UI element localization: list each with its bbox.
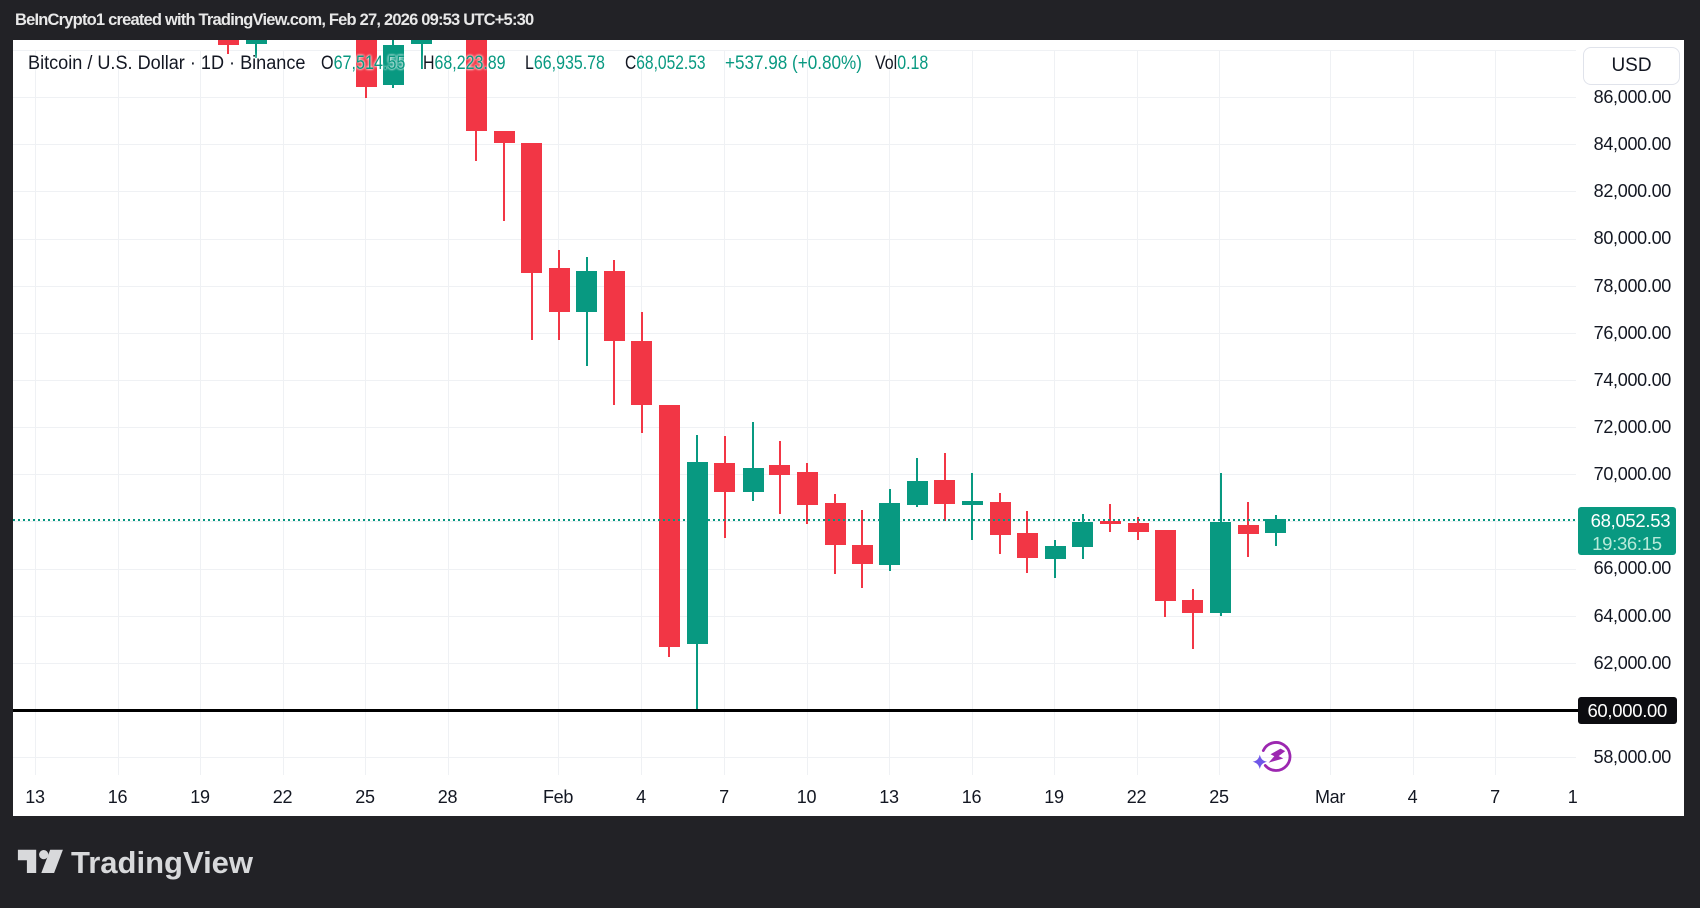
svg-text:TradingView: TradingView: [71, 845, 254, 880]
